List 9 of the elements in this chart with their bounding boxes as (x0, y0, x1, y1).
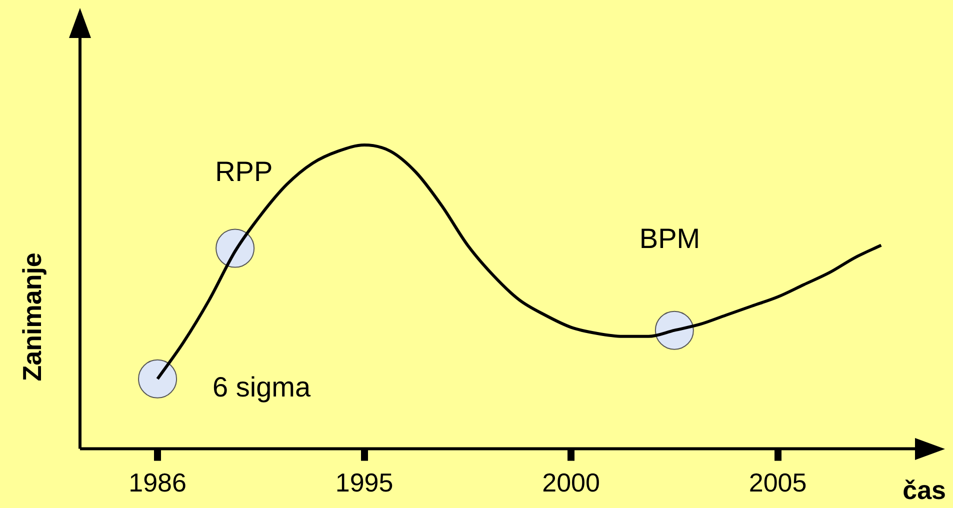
x-tick-label: 2000 (542, 468, 600, 498)
x-axis-title: čas (902, 475, 946, 506)
x-tick-label: 2005 (748, 468, 807, 498)
annotation: BPM (639, 223, 700, 254)
annotation: RPP (215, 156, 273, 188)
x-tick-label: 1986 (128, 468, 186, 498)
y-axis-title: Zanimanje (17, 252, 48, 382)
x-tick-label: 1995 (335, 468, 394, 498)
annotation: 6 sigma (212, 372, 311, 403)
